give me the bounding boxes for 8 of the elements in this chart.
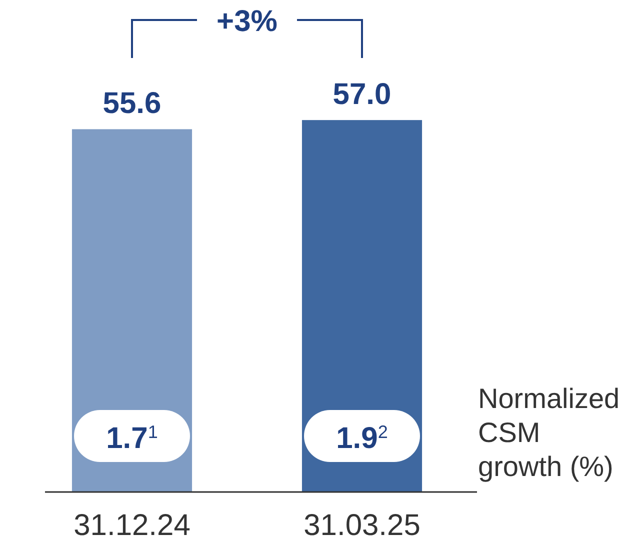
annotation: 1.9$^{2}$: [336, 422, 388, 455]
text: Normalized CSM growth (%): [478, 383, 620, 482]
data-label: 55.6: [102, 87, 162, 120]
annotation: 1.7$^{1}$: [106, 422, 158, 455]
x-tick-label: 31.12.24: [74, 509, 190, 542]
text: +3%: [216, 5, 278, 38]
data-label: 57.0: [332, 78, 392, 112]
x-tick-label: 31.03.25: [304, 509, 420, 542]
